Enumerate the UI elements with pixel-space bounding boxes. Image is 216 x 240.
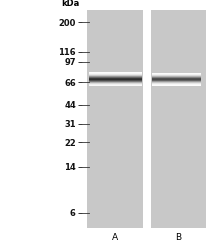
Bar xyxy=(151,10,206,228)
Text: B: B xyxy=(176,233,182,240)
Bar xyxy=(87,10,143,228)
Text: A: A xyxy=(112,233,118,240)
Text: kDa: kDa xyxy=(61,0,79,8)
